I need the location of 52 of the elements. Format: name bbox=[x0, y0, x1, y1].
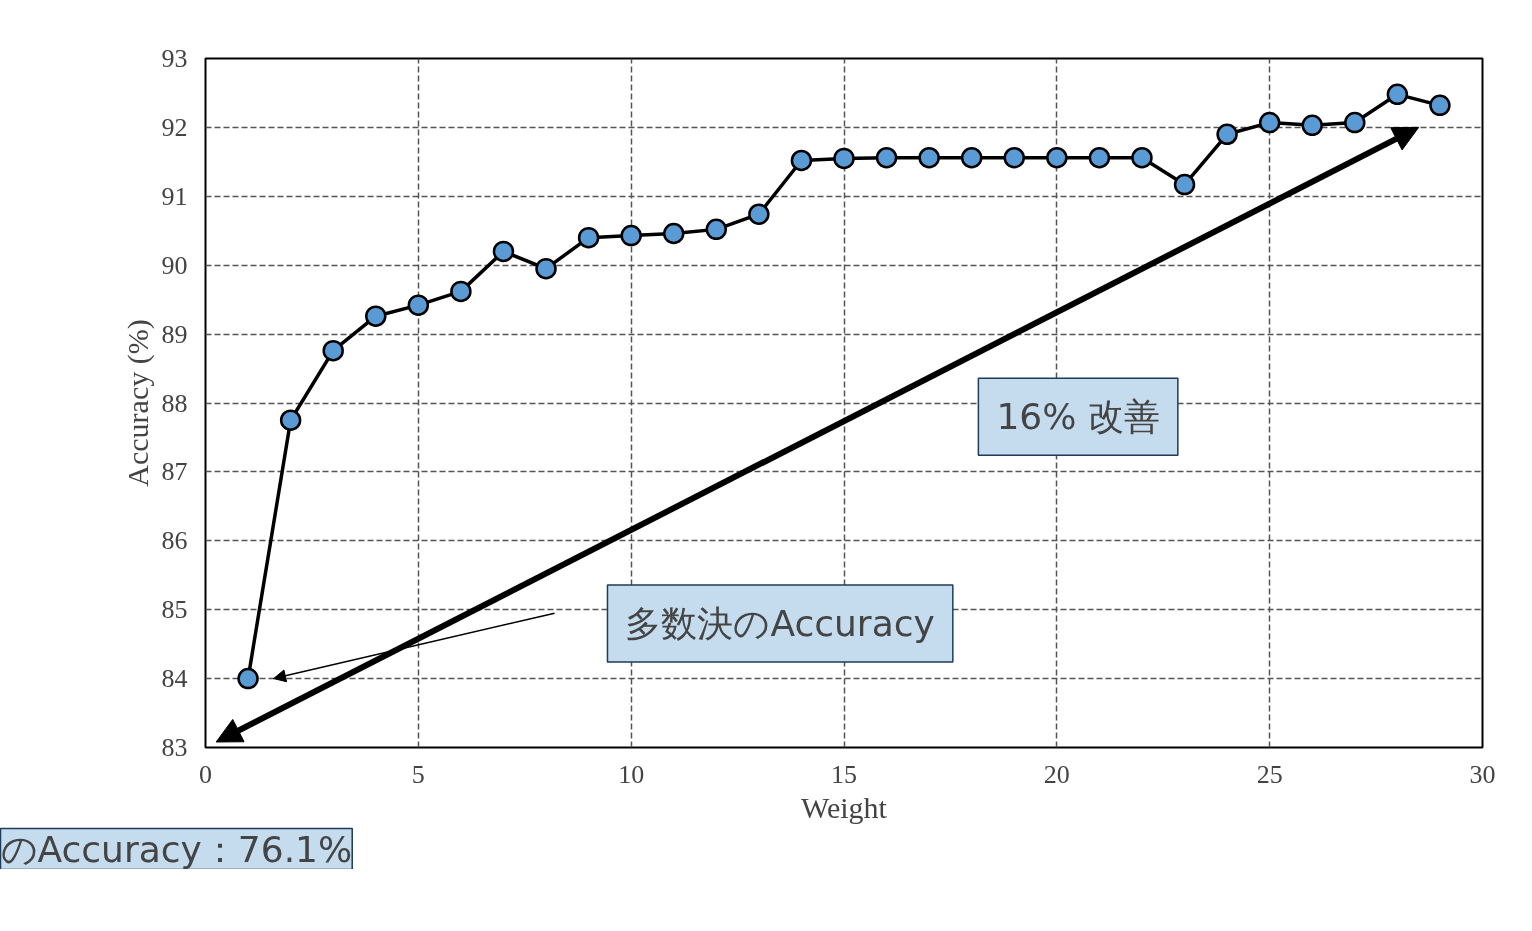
point bbox=[1301, 114, 1323, 137]
point bbox=[1429, 94, 1451, 117]
point bbox=[1088, 146, 1111, 169]
point bbox=[535, 257, 557, 280]
annotation: 16% 改善 bbox=[996, 396, 1160, 438]
x-tick-label: 5 bbox=[411, 759, 425, 789]
point bbox=[620, 224, 642, 247]
point bbox=[662, 222, 685, 245]
x-tick-label: 20 bbox=[1043, 759, 1070, 789]
point bbox=[407, 294, 430, 316]
point bbox=[875, 146, 898, 169]
y-tick-label: 90 bbox=[161, 250, 188, 280]
y-tick-label: 83 bbox=[161, 733, 188, 762]
point bbox=[748, 203, 770, 225]
y-tick-label: 85 bbox=[161, 595, 188, 625]
point bbox=[1216, 123, 1238, 146]
point bbox=[1173, 173, 1196, 196]
point bbox=[1003, 146, 1026, 169]
annotation: 多数決のAccuracy bbox=[625, 602, 935, 644]
x-tick-label: 25 bbox=[1256, 759, 1283, 789]
x-tick-label: 30 bbox=[1469, 759, 1496, 789]
y-tick-label: 84 bbox=[161, 664, 188, 694]
point bbox=[1344, 111, 1366, 134]
y-tick-label: 86 bbox=[161, 526, 188, 556]
x-tick-label: 10 bbox=[618, 759, 645, 789]
point bbox=[1386, 83, 1409, 106]
y-tick-label: 89 bbox=[161, 319, 188, 349]
point bbox=[577, 226, 600, 249]
x-axis-title: Weight bbox=[801, 790, 888, 824]
text: のAccuracy：76.1% bbox=[0, 828, 353, 870]
point bbox=[1131, 146, 1153, 169]
x-tick-label: 0 bbox=[199, 759, 212, 789]
y-tick-label: 88 bbox=[161, 388, 188, 418]
point bbox=[1046, 146, 1068, 169]
point bbox=[960, 146, 983, 169]
point bbox=[492, 240, 515, 263]
y-tick-label: 91 bbox=[161, 181, 188, 211]
point bbox=[833, 147, 855, 170]
point bbox=[279, 409, 302, 431]
point bbox=[237, 667, 259, 690]
point bbox=[450, 280, 472, 303]
point bbox=[790, 149, 813, 172]
point bbox=[705, 218, 728, 241]
y-tick-label: 92 bbox=[161, 112, 188, 142]
x-tick-label: 15 bbox=[831, 759, 857, 789]
y-axis-title: Accuracy (%) bbox=[120, 319, 155, 487]
point bbox=[365, 305, 387, 327]
point bbox=[1258, 111, 1281, 134]
point bbox=[918, 146, 940, 169]
y-tick-label: 87 bbox=[161, 457, 188, 487]
y-tick-label: 93 bbox=[161, 44, 188, 73]
point bbox=[322, 339, 344, 362]
